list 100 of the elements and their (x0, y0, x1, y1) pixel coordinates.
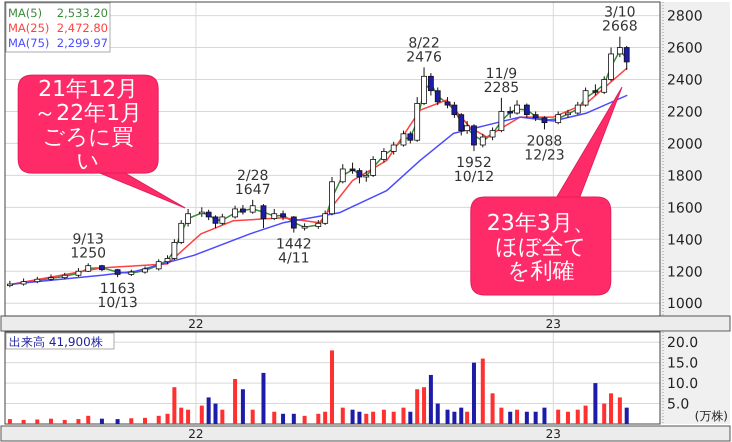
y-axis-title: (万株) (694, 409, 728, 423)
bar (156, 416, 161, 424)
bar (480, 358, 485, 424)
bar (422, 387, 426, 424)
annotation: 21年12月～22年1月ごろに買い (34, 77, 142, 174)
bar (250, 410, 255, 424)
bar (401, 408, 406, 424)
bar (8, 419, 12, 424)
title-box: 出来高 41,900株 (6, 332, 114, 350)
bar (166, 414, 170, 424)
x-tick-label: 22 (188, 427, 204, 441)
y-tick-label: 1200 (667, 264, 703, 280)
y-tick-label: 1600 (667, 200, 703, 216)
bar (415, 389, 420, 424)
bar (436, 404, 440, 424)
annotation: 1442 4/11 (276, 236, 312, 267)
bar (281, 414, 286, 424)
bar (392, 412, 396, 424)
bar (200, 406, 204, 424)
bar (609, 393, 614, 424)
bar (22, 420, 26, 424)
annotation: 1163 10/13 (97, 281, 138, 312)
y-tick-label: 2200 (667, 104, 703, 120)
bar (576, 410, 580, 424)
y-tick-label: 2600 (667, 40, 703, 57)
bar (116, 419, 120, 424)
y-tick-label: 1400 (667, 232, 703, 248)
annotation: 9/13 1250 (70, 231, 106, 262)
legend: MA(5) 2,533.20 MA(25) 2,472.80 MA(75) 2,299.97 (6, 2, 110, 52)
bar (240, 389, 245, 424)
annotation: 23年3月、ほぼ全てを利確 (486, 210, 595, 284)
bar (340, 408, 345, 424)
bar (214, 404, 218, 424)
annotation: 3/10 2668 (602, 4, 638, 35)
bar (86, 416, 90, 424)
bar (428, 374, 433, 424)
chart-title: 出来高 41,900株 (9, 335, 103, 349)
bar (472, 362, 476, 424)
bar (566, 412, 570, 424)
bar (220, 410, 224, 424)
bar (35, 420, 40, 424)
bar (302, 416, 307, 424)
bar (350, 410, 355, 424)
bar (524, 412, 529, 424)
x-tick-label: 22 (188, 317, 204, 331)
bar (179, 408, 184, 424)
y-tick-label: 15.0 (667, 356, 698, 372)
bar (515, 410, 520, 424)
bar (172, 387, 176, 424)
y-tick-label: 1800 (667, 168, 703, 184)
y-tick-label: 2800 (667, 8, 703, 25)
bar (100, 418, 104, 424)
bar (357, 412, 362, 424)
bar (62, 420, 67, 424)
bar (186, 410, 190, 424)
bar (330, 350, 334, 424)
y-tick-label: 2000 (667, 136, 703, 152)
x-tick-label: 23 (546, 427, 561, 441)
annotation: 11/9 2285 (484, 66, 520, 96)
x-tick-label: 23 (546, 317, 561, 331)
bar (261, 372, 266, 424)
bar (206, 397, 211, 424)
bar (316, 414, 320, 424)
bar (499, 408, 504, 424)
bar (508, 412, 512, 424)
bar (618, 397, 622, 424)
y-tick-label: 5.0 (667, 396, 690, 413)
bar (408, 412, 412, 424)
bar (542, 408, 546, 424)
bar (364, 414, 368, 424)
y-tick-label: 20.0 (667, 335, 698, 352)
bar (323, 412, 328, 424)
y-tick-label: 1000 (667, 296, 703, 312)
bar (593, 383, 598, 424)
bar (584, 406, 588, 424)
bar (292, 414, 296, 424)
bar (76, 419, 80, 424)
bar (490, 393, 495, 424)
bar (233, 379, 238, 424)
bar (624, 408, 629, 424)
bar (272, 412, 276, 424)
y-tick-label: 10.0 (667, 376, 698, 392)
bar (129, 418, 134, 424)
bar (49, 418, 54, 424)
y-tick-label: 2400 (667, 72, 703, 88)
bar (446, 410, 450, 424)
annotation: 2/28 1647 (234, 168, 271, 198)
bar (452, 412, 456, 424)
bar (459, 408, 464, 424)
annotation: 2088 12/23 (524, 133, 565, 164)
bar (465, 412, 470, 424)
bar (143, 418, 148, 424)
bar (382, 410, 386, 424)
bar (371, 412, 376, 424)
bar (556, 410, 560, 424)
bar (602, 404, 606, 424)
annotation: 1952 10/12 (454, 155, 494, 186)
annotation: 8/22 2476 (406, 35, 442, 66)
bar (534, 412, 538, 424)
callout: 21年12月～22年1月ごろに買い (18, 74, 186, 208)
